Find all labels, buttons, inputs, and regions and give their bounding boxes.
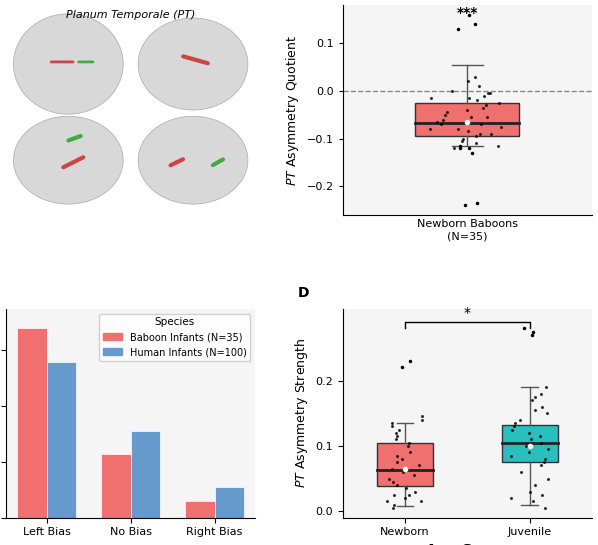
Text: Planum Temporale (PT): Planum Temporale (PT)	[66, 10, 196, 20]
Ellipse shape	[14, 116, 123, 204]
Y-axis label: $PT$ Asymmetry Strength: $PT$ Asymmetry Strength	[292, 338, 310, 488]
Y-axis label: $PT$ Asymmetry Quotient: $PT$ Asymmetry Quotient	[284, 34, 301, 185]
FancyArrowPatch shape	[68, 136, 81, 141]
FancyArrowPatch shape	[213, 160, 223, 165]
FancyArrowPatch shape	[183, 56, 208, 63]
Text: ***: ***	[457, 5, 478, 20]
Bar	[131, 431, 160, 518]
FancyBboxPatch shape	[377, 443, 433, 486]
Bar	[215, 487, 244, 518]
Bar	[17, 328, 47, 518]
Legend: Baboon Infants (N=35), Human Infants (N=100): Baboon Infants (N=35), Human Infants (N=…	[99, 313, 251, 361]
X-axis label: $PT$ Hemispheric Asymmetry: $PT$ Hemispheric Asymmetry	[43, 543, 218, 545]
Text: A: A	[1, 0, 12, 1]
FancyBboxPatch shape	[416, 103, 519, 136]
FancyArrowPatch shape	[170, 159, 183, 165]
Bar	[185, 501, 215, 518]
X-axis label: Age Group: Age Group	[426, 543, 509, 545]
Text: *: *	[464, 306, 471, 320]
FancyArrowPatch shape	[63, 158, 83, 167]
Ellipse shape	[14, 14, 123, 114]
Ellipse shape	[138, 18, 248, 110]
Bar	[101, 453, 131, 518]
Text: D: D	[298, 286, 309, 300]
FancyBboxPatch shape	[502, 425, 558, 462]
Bar	[47, 362, 76, 518]
Ellipse shape	[138, 116, 248, 204]
